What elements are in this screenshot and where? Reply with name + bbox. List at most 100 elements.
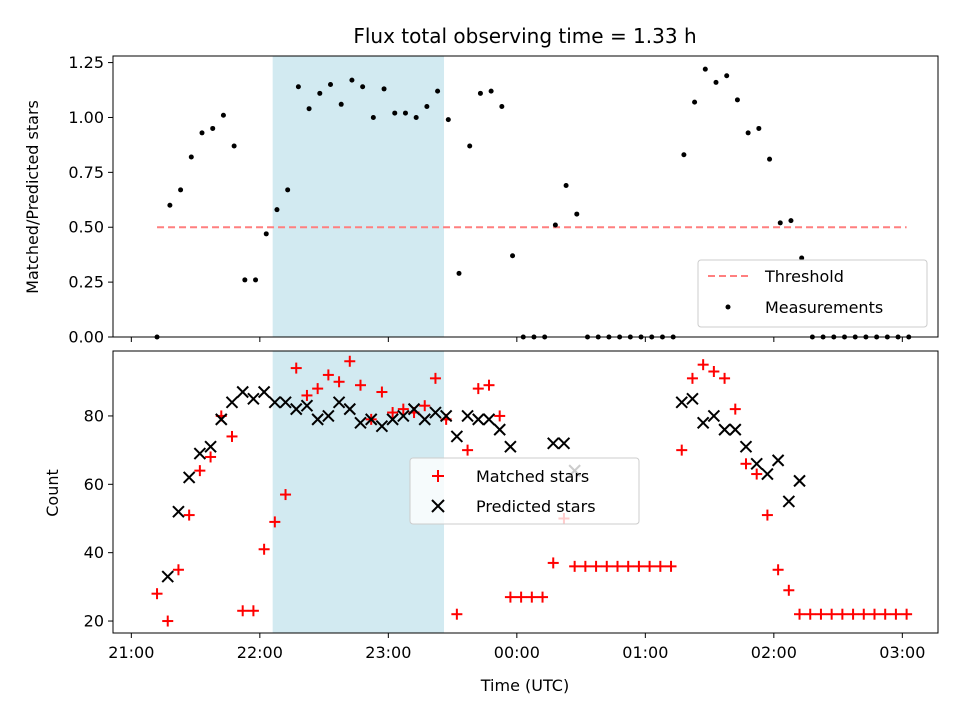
top-y-axis-label: Matched/Predicted stars [23,100,42,294]
matched-star-marker [301,389,313,401]
measurement-point [370,114,376,120]
x-axis-label: Time (UTC) [480,676,569,695]
y-tick-label: 20 [84,612,104,631]
measurement-point [231,143,237,149]
predicted-star-marker [386,413,399,426]
predicted-star-marker [547,437,560,450]
predicted-star-marker [215,413,228,426]
predicted-star-marker [418,413,431,426]
predicted-stars-points [161,385,806,583]
top-y-ticks: 0.00 0.25 0.50 0.75 1.00 1.25 [68,53,113,347]
matched-stars-points [151,355,913,627]
y-tick-label: 0.25 [68,273,104,292]
chart-title: Flux total observing time = 1.33 h [353,24,696,48]
measurement-points [154,66,912,340]
predicted-star-marker [236,385,249,399]
measurement-point [552,222,558,228]
matched-star-marker [622,560,634,572]
predicted-star-marker [750,457,763,471]
x-tick-label: 22:00 [237,643,283,662]
x-tick-label: 01:00 [622,643,668,662]
measurement-point [681,152,687,158]
measurement-point [220,112,226,118]
matched-star-marker [237,605,249,617]
measurement-point [788,218,794,224]
predicted-star-marker [375,419,389,433]
matched-star-marker [397,403,409,415]
measurement-point [188,154,194,160]
matched-star-marker [740,458,752,470]
top-x-ticks [130,337,903,342]
predicted-star-marker [450,430,464,443]
bottom-legend: Matched stars Predicted stars [409,457,640,525]
measurement-point [338,101,344,107]
legend-measurements-swatch [725,304,731,310]
matched-star-marker [879,608,891,620]
matched-star-marker [515,591,527,603]
predicted-star-marker [429,406,442,419]
matched-star-marker [783,584,795,596]
measurement-point [381,86,387,92]
predicted-star-marker [771,454,785,467]
matched-star-marker [729,403,741,415]
predicted-star-marker [193,447,207,460]
matched-star-marker [697,359,709,371]
x-tick-label: 23:00 [365,643,411,662]
measurement-point [563,183,569,189]
measurement-point [756,125,762,131]
bottom-y-ticks: 20 40 60 80 [84,406,113,631]
matched-star-marker [226,430,238,442]
matched-star-marker [826,608,838,620]
legend-predicted-label: Predicted stars [476,497,596,516]
matched-star-marker [890,608,902,620]
measurement-point [499,103,505,109]
measurement-point [360,84,366,90]
predicted-star-marker [739,440,753,453]
x-tick-label: 03:00 [879,643,925,662]
matched-star-marker [868,608,880,620]
predicted-star-marker [793,474,806,488]
predicted-star-marker [247,392,260,406]
matched-star-marker [676,444,688,456]
predicted-star-marker [397,409,410,423]
measurement-point [777,220,783,226]
measurement-point [456,270,462,276]
x-tick-label: 21:00 [108,643,154,662]
predicted-star-marker [290,402,303,416]
predicted-star-marker [686,392,699,406]
predicted-star-marker [332,396,346,409]
matched-star-marker [601,560,613,572]
y-tick-label: 0.75 [68,163,104,182]
y-tick-label: 0.50 [68,218,104,237]
matched-star-marker [590,560,602,572]
predicted-star-marker [504,440,517,453]
matched-star-marker [462,444,474,456]
measurement-point [724,73,730,79]
y-tick-label: 60 [84,475,104,494]
predicted-star-marker [718,423,731,436]
y-tick-label: 80 [84,406,104,425]
matched-star-marker [772,564,784,576]
matched-star-marker [280,489,292,501]
matched-star-marker [751,468,763,480]
predicted-star-marker [439,409,453,423]
measurement-point [210,125,216,131]
x-tick-label: 00:00 [494,643,540,662]
matched-star-marker [579,560,591,572]
matched-star-marker [815,608,827,620]
matched-star-marker [569,560,581,572]
measurement-point [692,99,698,105]
measurement-point [445,117,451,123]
measurement-point [274,207,280,213]
y-tick-label: 1.25 [68,53,104,72]
matched-star-marker [162,615,174,627]
predicted-star-marker [279,396,292,409]
predicted-star-marker [225,396,239,409]
measurement-point [306,106,312,112]
predicted-star-marker [257,385,271,399]
matched-star-marker [247,605,259,617]
matched-star-marker [376,386,388,398]
top-legend-box [697,259,928,328]
measurement-point [424,103,430,109]
